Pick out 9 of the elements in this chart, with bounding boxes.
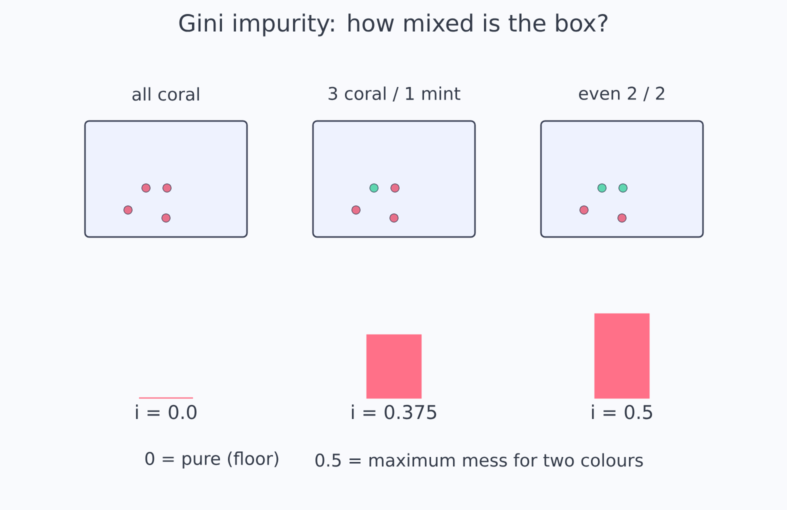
chart-title: Gini impurity: how mixed is the box? (179, 14, 608, 36)
x-tick-label: all coral (132, 87, 199, 101)
x-tick-label: even 2 / 2 (579, 86, 664, 102)
text: 0.5 = maximum mess for two colours (316, 453, 643, 467)
x-tick-label: 3 coral / 1 mint (328, 86, 460, 102)
text: 0 = pure (floor) (145, 452, 278, 468)
data-label: i = 0.375 (352, 404, 436, 420)
data-label: i = 0.5 (592, 404, 652, 420)
data-label: i = 0.0 (136, 404, 196, 420)
